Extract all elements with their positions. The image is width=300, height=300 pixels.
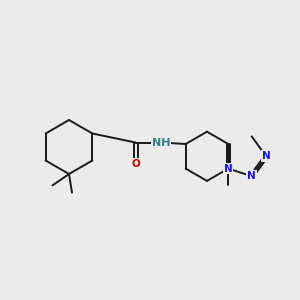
Text: NH: NH: [152, 137, 170, 148]
Text: N: N: [224, 164, 233, 174]
Text: N: N: [247, 171, 256, 181]
Text: N: N: [262, 151, 271, 161]
Text: O: O: [131, 159, 140, 169]
